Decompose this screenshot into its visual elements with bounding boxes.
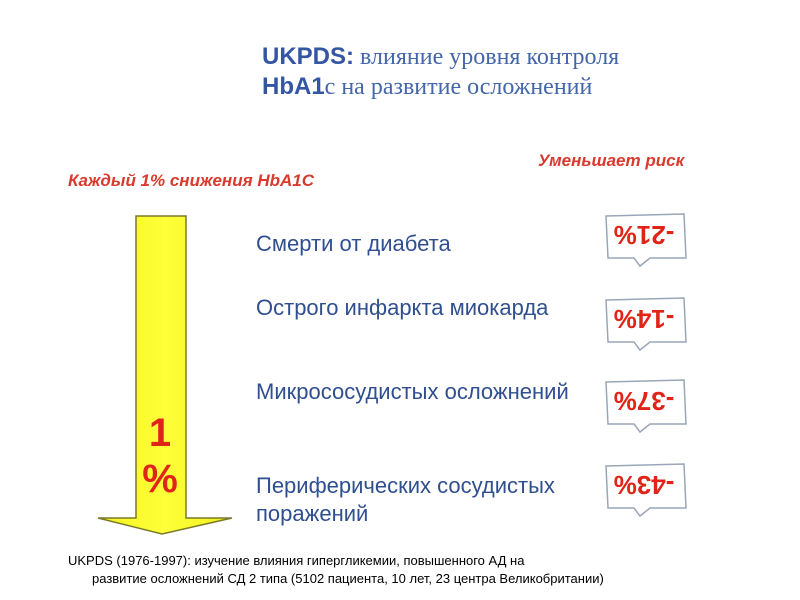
footnote-line-1: UKPDS (1976-1997): изучение влияния гипе… [68, 553, 525, 568]
title-text-2: c на развитие осложнений [324, 74, 593, 100]
badge-value-3: -37% [613, 386, 675, 416]
footnote-line-2: развитие осложнений СД 2 типа (5102 паци… [92, 571, 604, 586]
badge-value-2: -14% [613, 304, 675, 334]
item-microvascular: Микрососудистых осложнений [256, 379, 569, 404]
item-peripheral-vascular: Периферических сосудистых поражений [256, 473, 555, 526]
badge-value-4: -43% [613, 470, 675, 500]
down-arrow-shape [97, 215, 233, 535]
item-myocardial-infarction: Острого инфаркта миокарда [256, 295, 549, 320]
title-line-1: UKPDS: влияние уровня контроля [262, 42, 782, 72]
title-bold-2: HbA1 [262, 73, 325, 100]
footnote: UKPDS (1976-1997): изучение влияния гипе… [68, 552, 788, 588]
badge-shape-4 [605, 463, 687, 518]
left-caption: Каждый 1% снижения HbA1C [68, 171, 314, 190]
risk-badge-1: -21% [602, 212, 690, 268]
arrow-label-percent: % [142, 457, 178, 501]
slide-title: UKPDS: влияние уровня контроля HbA1c на … [262, 42, 782, 102]
badge-shape-1 [605, 213, 687, 268]
risk-badge-3: -37% [602, 378, 690, 434]
item-diabetes-death: Смерти от диабета [256, 231, 451, 256]
arrow-label-digit: 1 [148, 411, 172, 455]
badge-shape-3 [605, 379, 687, 434]
title-text-1: влияние уровня контроля [354, 44, 620, 70]
title-line-2: HbA1c на развитие осложнений [262, 72, 782, 102]
right-caption: Уменьшает риск [538, 151, 685, 170]
risk-badge-2: -14% [602, 296, 690, 352]
arrow-body [97, 215, 233, 535]
badge-shape-2 [605, 297, 687, 352]
badge-value-1: -21% [613, 220, 675, 250]
arrow-label: 1 % [120, 410, 200, 502]
risk-badge-4: -43% [602, 462, 690, 518]
title-bold-1: UKPDS: [262, 43, 355, 70]
